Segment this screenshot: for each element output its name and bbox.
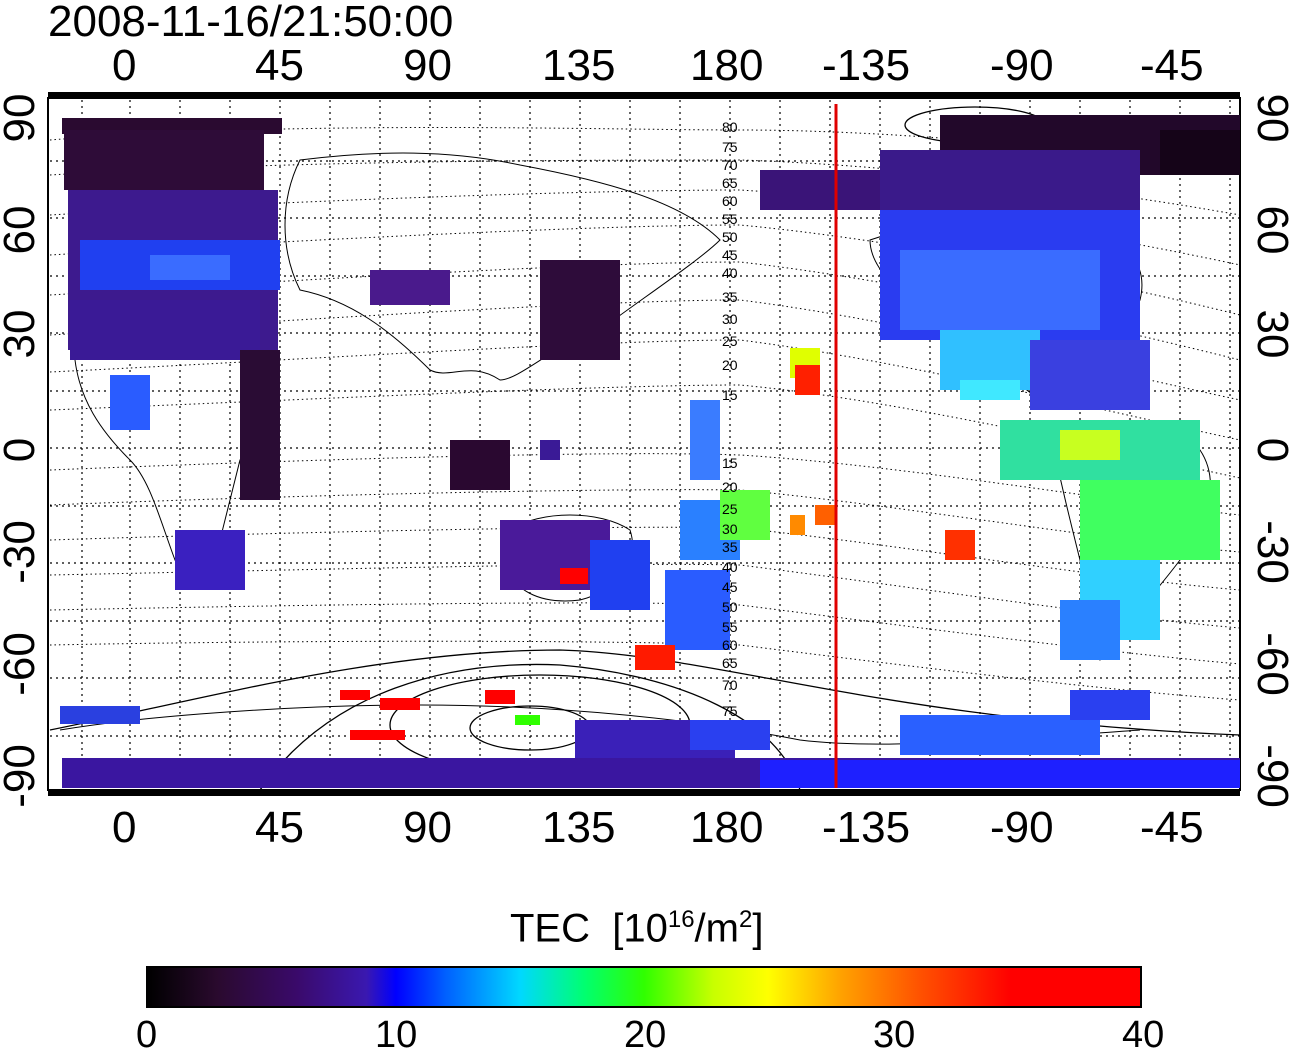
bottom-lon-label: 90 [403, 803, 452, 852]
bottom-axis-bar [48, 790, 1240, 796]
contour-label: 75 [722, 703, 738, 719]
contour-label: 25 [722, 501, 738, 517]
contour-label: 50 [722, 229, 738, 245]
contour-label: 20 [722, 479, 738, 495]
top-lon-label: -45 [1140, 41, 1204, 90]
bottom-lon-label: -135 [822, 803, 911, 852]
colorbar-label: 0 [136, 1014, 158, 1056]
contour-label: 55 [722, 211, 738, 227]
bottom-lon-label: 45 [255, 803, 304, 852]
contour-label: 65 [722, 655, 738, 671]
contour-label: 50 [722, 599, 738, 615]
bottom-lon-label: 0 [112, 803, 137, 852]
contour-label: 65 [722, 175, 738, 191]
bottom-lon-label: -90 [990, 803, 1054, 852]
colorbar-unit-mid: /m [694, 906, 739, 951]
colorbar-title: TEC [1016/m2] [510, 906, 763, 951]
contour-label: 45 [722, 579, 738, 595]
top-axis-bar [48, 92, 1240, 100]
colorbar-label: 40 [1122, 1014, 1165, 1056]
top-lon-label: 90 [403, 41, 452, 90]
bottom-lon-label: 180 [690, 803, 764, 852]
colorbar [146, 966, 1142, 1008]
timestamp: 2008-11-16/21:50:00 [48, 0, 454, 46]
colorbar-unit-prefix: [10 [612, 906, 668, 951]
top-lon-label: 180 [690, 41, 764, 90]
top-lon-label: -135 [822, 41, 911, 90]
contour-label: 20 [722, 357, 738, 373]
contour-label: 40 [722, 265, 738, 281]
colorbar-unit-suffix: ] [752, 906, 764, 951]
contour-label: 35 [722, 289, 738, 305]
tec-data [60, 115, 1240, 788]
contour-label: 70 [722, 677, 738, 693]
contour-label: 15 [722, 455, 738, 471]
contour-label: 40 [722, 559, 738, 575]
contour-label: 70 [722, 157, 738, 173]
colorbar-quantity: TEC [510, 906, 590, 951]
colorbar-unit-exp2: 2 [738, 906, 753, 933]
contour-label: 45 [722, 247, 738, 263]
contour-label: 75 [722, 139, 738, 155]
bottom-lon-label: -45 [1140, 803, 1204, 852]
contour-label: 60 [722, 193, 738, 209]
contour-label: 30 [722, 521, 738, 537]
top-lon-label: 45 [255, 41, 304, 90]
colorbar-label: 20 [624, 1014, 667, 1056]
contour-labels: 80 75 70 65 60 55 50 45 40 35 30 25 20 1… [722, 119, 738, 719]
colorbar-label: 30 [873, 1014, 916, 1056]
colorbar-unit-exp1: 16 [667, 906, 695, 933]
top-lon-label: 135 [542, 41, 616, 90]
colorbar-label: 10 [375, 1014, 418, 1056]
top-lon-label: -90 [990, 41, 1054, 90]
contour-label: 60 [722, 637, 738, 653]
contour-label: 55 [722, 619, 738, 635]
contour-label: 80 [722, 119, 738, 135]
bottom-lon-label: 135 [542, 803, 616, 852]
contour-label: 30 [722, 311, 738, 327]
contour-label: 15 [722, 387, 738, 403]
contour-label: 25 [722, 333, 738, 349]
contour-label: 35 [722, 539, 738, 555]
top-lon-label: 0 [112, 41, 137, 90]
